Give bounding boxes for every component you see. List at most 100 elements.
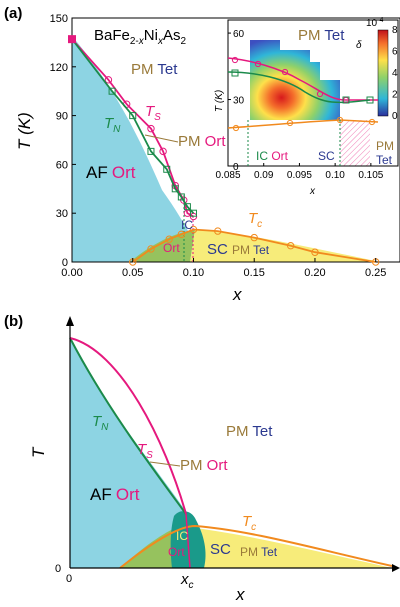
inset-sc: SC <box>318 149 335 163</box>
ts-point <box>159 147 167 156</box>
y-tick-label: 60 <box>56 159 68 171</box>
b-sc-label: SC <box>210 541 231 558</box>
colorbar-tick-label: 0 <box>392 111 398 122</box>
tn-point <box>129 112 137 120</box>
panel-b-label: (b) <box>4 313 23 330</box>
inset-tn-point <box>231 69 239 77</box>
af-region <box>72 36 193 262</box>
inset-tc-point <box>336 116 344 124</box>
tc-point <box>214 227 222 235</box>
pm-ort-pointer-a <box>144 134 179 143</box>
inset-tc-line <box>227 119 379 129</box>
b-pm-ort-pointer <box>149 461 181 467</box>
tn-point <box>171 185 179 193</box>
tc-point <box>286 242 295 250</box>
inset-y-tick-label: 30 <box>233 96 245 107</box>
panel-a-xlabel: x <box>232 285 242 304</box>
tn-point <box>183 203 191 211</box>
sc-label-a: SC <box>207 241 228 258</box>
ts-label-a: TS <box>145 103 161 123</box>
inset-x-tick-label: 0.10 <box>325 170 345 181</box>
b-y-zero: 0 <box>55 563 61 575</box>
b-af-region <box>70 338 190 568</box>
colorbar-tick-label: 8 <box>392 25 398 36</box>
ts-point <box>147 124 155 133</box>
inset-xlabel: x <box>309 186 316 197</box>
y-tick-label: 0 <box>62 257 68 269</box>
y-tick-label: 120 <box>50 62 68 74</box>
inset-x-tick-label: 0.095 <box>287 170 312 181</box>
panel-a-label: (a) <box>4 5 22 22</box>
inset-tc-point <box>368 118 376 126</box>
x-tick-label: 0.20 <box>304 267 325 279</box>
b-ort-label-small: Ort <box>168 545 185 559</box>
panel-a: (a) 0.00 0.05 0.10 0.15 0.20 0.25030609012015… <box>4 5 400 304</box>
b-sc-region <box>190 528 392 568</box>
panel-a-ylabel: T (K) <box>15 112 34 150</box>
b-x-arrow <box>392 564 400 572</box>
ic-label-a: IC <box>181 218 193 232</box>
inset-ts-line <box>227 57 378 101</box>
inset-ts-point <box>231 56 239 64</box>
inset-series <box>227 56 379 132</box>
sc-region <box>190 230 380 262</box>
panel-b: (b) 0 0 x T xc PM Tet TS TN PM Ort AF Or… <box>4 313 400 604</box>
inset-y-tick-label: 60 <box>233 29 245 40</box>
b-vertical-line <box>185 513 191 569</box>
green-region <box>130 230 195 262</box>
b-ic-label: IC <box>176 529 188 543</box>
colorbar-exponent: 10-4 <box>366 17 383 29</box>
b-pm-tet-small: PM Tet <box>240 545 278 559</box>
pm-ort-label-a: PM Ort <box>178 133 226 150</box>
b-y-arrow <box>66 316 74 326</box>
tc-point <box>250 233 258 242</box>
inset: 10-4 δ 8 6 4 2 0 0.085 0.09 0.095 0.10 0.105 0 30 6… <box>214 17 399 197</box>
inset-ts-point <box>281 68 289 76</box>
tn-point <box>147 147 155 155</box>
inset-heatmap <box>250 40 340 120</box>
pm-tet-label-a: PM Tet <box>131 61 178 78</box>
inset-frame <box>227 19 399 167</box>
b-af-ort: AF Ort <box>90 485 140 504</box>
inset-pm: PM <box>376 139 394 153</box>
af-ort-label-a: AF Ort <box>86 163 136 182</box>
tc-point <box>189 225 198 234</box>
inset-ts-point <box>254 60 262 68</box>
inset-y-tick-label: 0 <box>233 162 239 173</box>
tc-point <box>165 235 173 243</box>
colorbar-tick-label: 4 <box>392 68 398 79</box>
tn-point <box>163 165 171 173</box>
x-tick-label: 0.25 <box>365 267 386 279</box>
start-point <box>68 35 76 44</box>
ts-point <box>104 76 113 84</box>
inset-tn-point <box>342 96 350 104</box>
b-xlabel: x <box>235 585 245 604</box>
panel-a-frame <box>71 17 400 263</box>
tc-point <box>177 230 186 239</box>
tc-line <box>132 228 376 263</box>
colorbar-tick-label: 2 <box>392 90 398 101</box>
material-formula: BaFe2-xNixAs2 <box>94 27 186 47</box>
b-tc-line <box>119 524 393 569</box>
y-tick-label: 30 <box>56 208 68 220</box>
panel-a-series <box>68 35 380 266</box>
b-ts-label: TS <box>137 441 153 461</box>
x-tick-label: 0.15 <box>244 267 265 279</box>
tc-point <box>311 248 319 256</box>
b-pm-ort: PM Ort <box>180 457 228 474</box>
x-tick-label: 0.00 <box>61 267 82 279</box>
b-tn-line <box>69 337 187 515</box>
b-tn-label: TN <box>92 413 109 433</box>
b-x-zero: 0 <box>66 573 72 585</box>
tn-point <box>177 193 185 201</box>
pm-tet-label-a-small: PM Tet <box>232 243 270 257</box>
panel-a-ticks: 0.00 0.05 0.10 0.15 0.20 0.25 0 30 60 90 120 150 <box>50 13 387 279</box>
tc-point <box>147 245 155 253</box>
inset-tn-point <box>366 96 374 104</box>
colorbar-tick-label: 6 <box>392 47 398 58</box>
b-ts-line <box>69 337 187 515</box>
inset-x-tick-label: 0.085 <box>215 170 240 181</box>
y-tick-label: 90 <box>56 111 68 123</box>
inset-tc-point <box>232 124 240 132</box>
